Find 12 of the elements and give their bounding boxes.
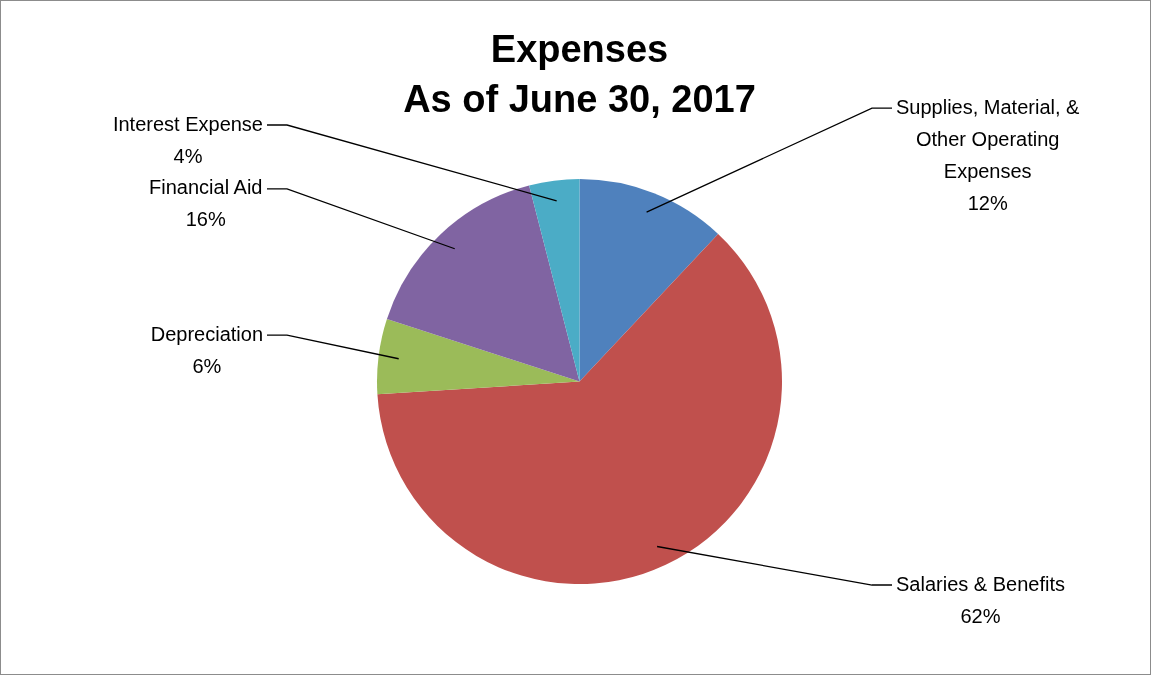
slice-label: Supplies, Material, & Other Operating Expenses — [896, 95, 1081, 182]
slice-label: Interest Expense — [112, 112, 263, 135]
slice-label: Financial Aid — [149, 176, 263, 199]
data-label: 12% — [967, 191, 1008, 214]
data-label: 62% — [960, 604, 1001, 627]
slice-label: Salaries & Benefits — [896, 572, 1065, 595]
slice-label: Depreciation — [150, 322, 264, 345]
chart-title: Expenses — [490, 28, 669, 71]
data-label: 16% — [185, 208, 226, 231]
data-label: 6% — [192, 354, 222, 377]
chart-subtitle: As of June 30, 2017 — [403, 77, 756, 120]
data-label: 4% — [173, 144, 203, 167]
